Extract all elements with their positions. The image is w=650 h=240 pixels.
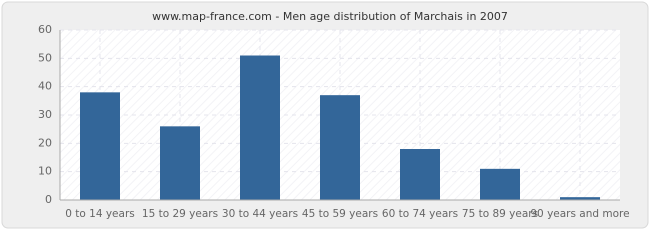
y-tick-label: 20 [38, 136, 52, 149]
bar [240, 55, 280, 200]
y-tick-label: 30 [38, 108, 52, 121]
y-tick-label: 60 [38, 23, 52, 36]
x-tick-label: 30 to 44 years [222, 208, 298, 220]
chart: www.map-france.com - Men age distributio… [1, 1, 649, 229]
y-tick-label: 10 [38, 165, 52, 178]
x-tick-label: 90 years and more [530, 208, 629, 220]
x-tick-label: 45 to 59 years [302, 208, 378, 220]
y-tick-label: 50 [38, 51, 52, 64]
bar [480, 168, 520, 200]
x-tick-label: 0 to 14 years [65, 208, 135, 220]
x-tick-label: 75 to 89 years [462, 208, 538, 220]
y-tick-label: 40 [38, 80, 52, 93]
chart-title: www.map-france.com - Men age distributio… [152, 10, 508, 23]
x-tick-label: 60 to 74 years [382, 208, 458, 220]
bar [560, 197, 600, 200]
bar [160, 126, 200, 200]
bar [400, 149, 440, 200]
bar [80, 92, 120, 200]
bar [320, 95, 360, 200]
x-tick-label: 15 to 29 years [142, 208, 218, 220]
y-tick-label: 0 [45, 193, 52, 206]
